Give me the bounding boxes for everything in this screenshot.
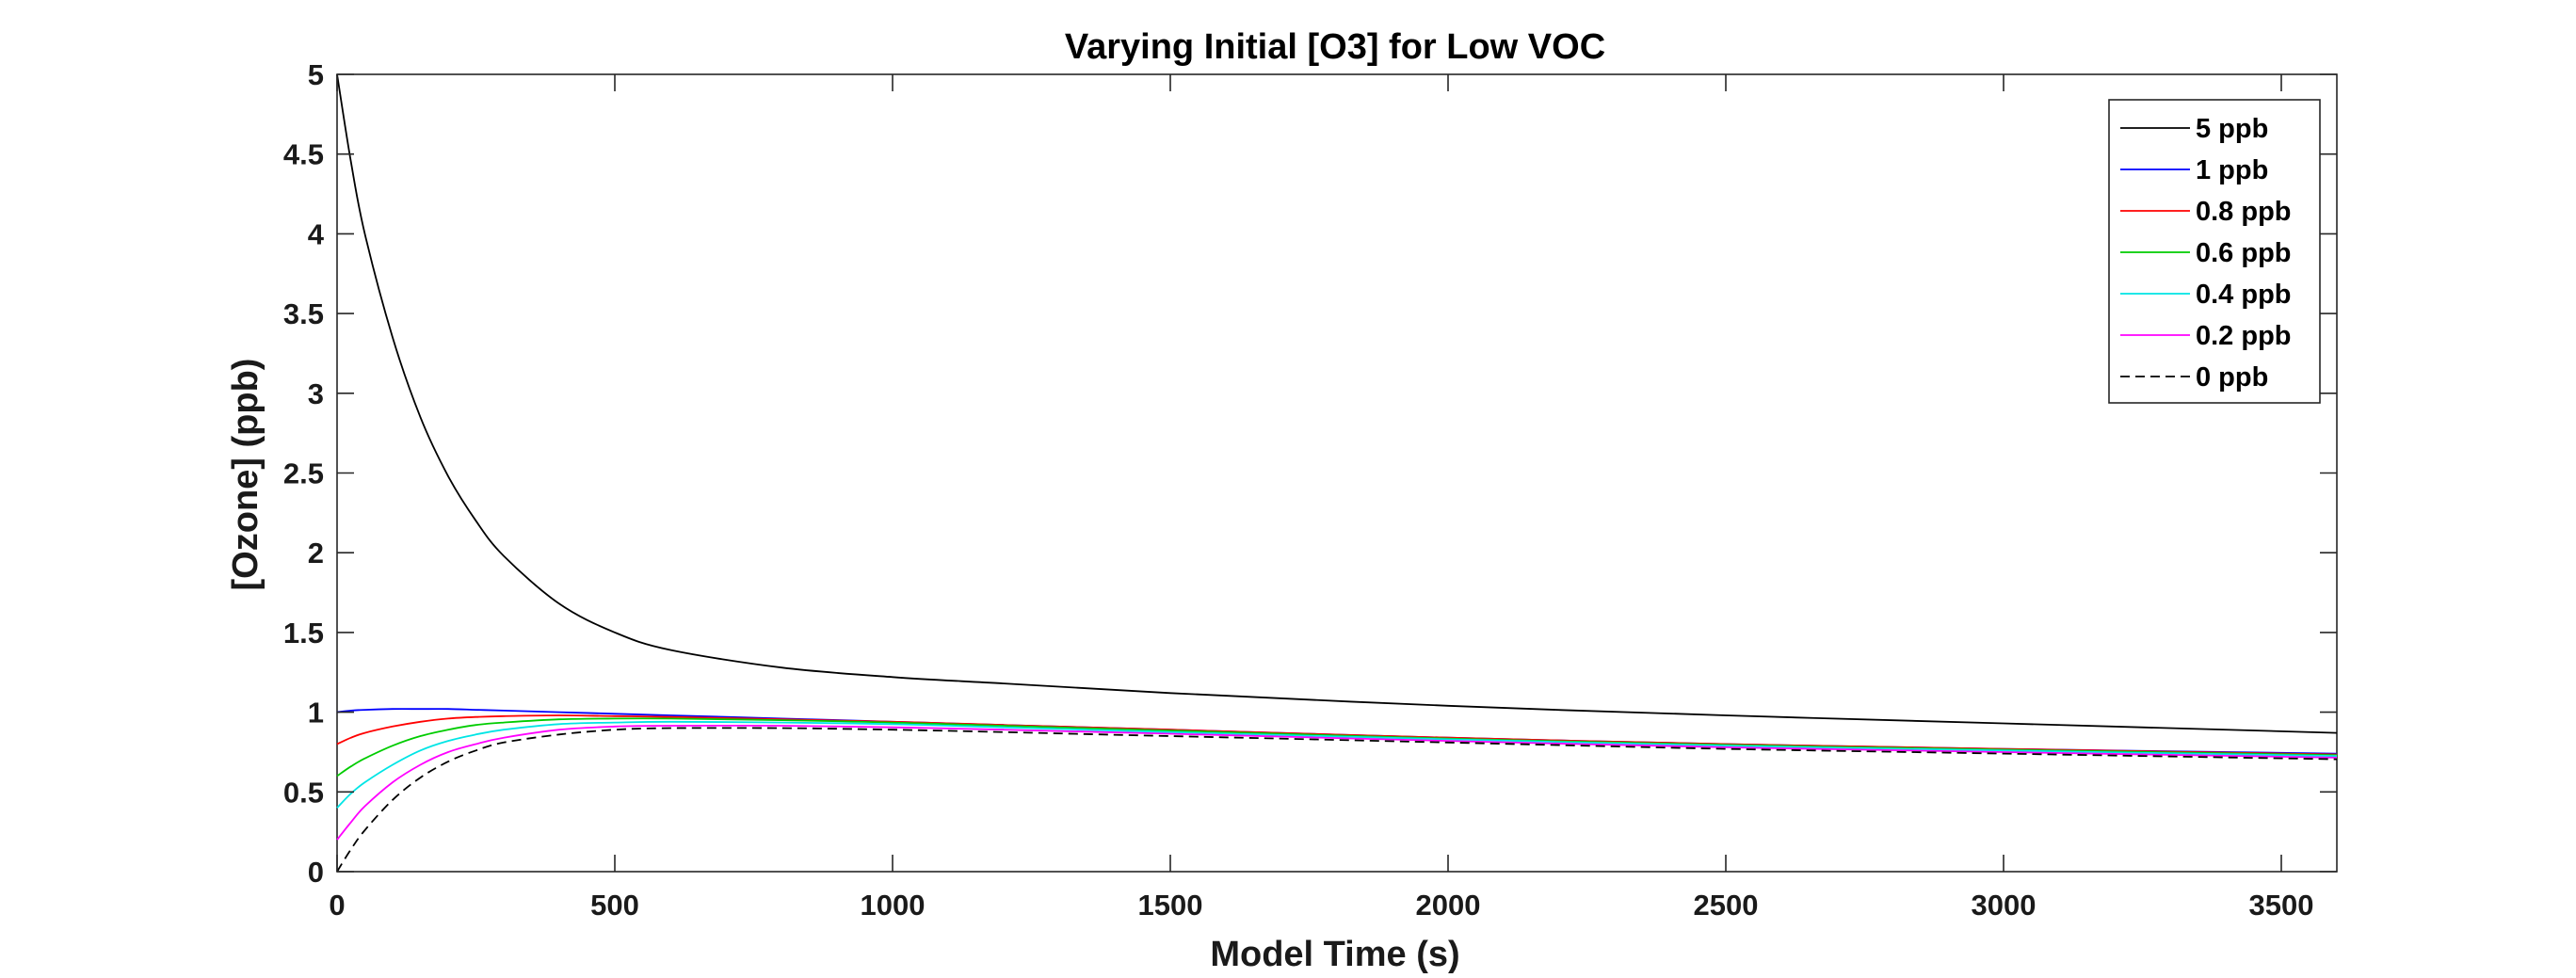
y-tick-label: 2 bbox=[308, 537, 324, 569]
series-line bbox=[336, 73, 2338, 734]
x-tick-label: 3000 bbox=[1972, 889, 2037, 922]
legend-label: 0.2 ppb bbox=[2196, 321, 2292, 351]
x-axis: 0 500 1000 1500 2000 2500 3000 3500 bbox=[329, 74, 2313, 922]
x-tick-label: 0 bbox=[329, 889, 345, 922]
y-axis: 0 0.5 1 1.5 2 2.5 3 3.5 4 4.5 5 bbox=[283, 58, 2337, 889]
x-tick-label: 2000 bbox=[1416, 889, 1481, 922]
legend-label: 0 ppb bbox=[2196, 362, 2268, 393]
series-line bbox=[336, 727, 2338, 873]
x-tick-label: 1500 bbox=[1138, 889, 1203, 922]
y-tick-label: 0 bbox=[308, 856, 324, 889]
legend-label: 0.4 ppb bbox=[2196, 280, 2292, 310]
y-tick-label: 0.5 bbox=[283, 776, 324, 809]
y-tick-label: 3 bbox=[308, 377, 324, 410]
legend-label: 5 ppb bbox=[2196, 114, 2268, 144]
legend-box bbox=[2108, 99, 2321, 404]
legend: 5 ppb 1 ppb 0.8 ppb 0.6 ppb 0.4 ppb 0.2 ppb 0 … bbox=[2108, 99, 2321, 404]
y-axis-label: [Ozone] (ppb) bbox=[226, 359, 266, 591]
y-tick-label: 1 bbox=[308, 697, 324, 729]
y-tick-label: 5 bbox=[308, 58, 324, 91]
plot-area bbox=[336, 73, 2338, 873]
chart-title: Varying Initial [O3] for Low VOC bbox=[1065, 27, 1605, 67]
x-tick-label: 1000 bbox=[861, 889, 926, 922]
x-axis-label: Model Time (s) bbox=[1210, 935, 1459, 974]
y-tick-label: 4 bbox=[308, 217, 325, 250]
x-tick-label: 500 bbox=[590, 889, 639, 922]
legend-label: 1 ppb bbox=[2196, 155, 2268, 185]
legend-label: 0.6 ppb bbox=[2196, 238, 2292, 268]
y-tick-label: 1.5 bbox=[283, 617, 324, 649]
y-tick-label: 4.5 bbox=[283, 138, 324, 171]
y-tick-label: 3.5 bbox=[283, 297, 324, 330]
x-tick-label: 2500 bbox=[1694, 889, 1759, 922]
x-tick-label: 3500 bbox=[2249, 889, 2314, 922]
series-line bbox=[336, 724, 2338, 841]
legend-label: 0.8 ppb bbox=[2196, 197, 2292, 227]
series-line bbox=[336, 720, 2338, 809]
y-tick-label: 2.5 bbox=[283, 457, 324, 490]
